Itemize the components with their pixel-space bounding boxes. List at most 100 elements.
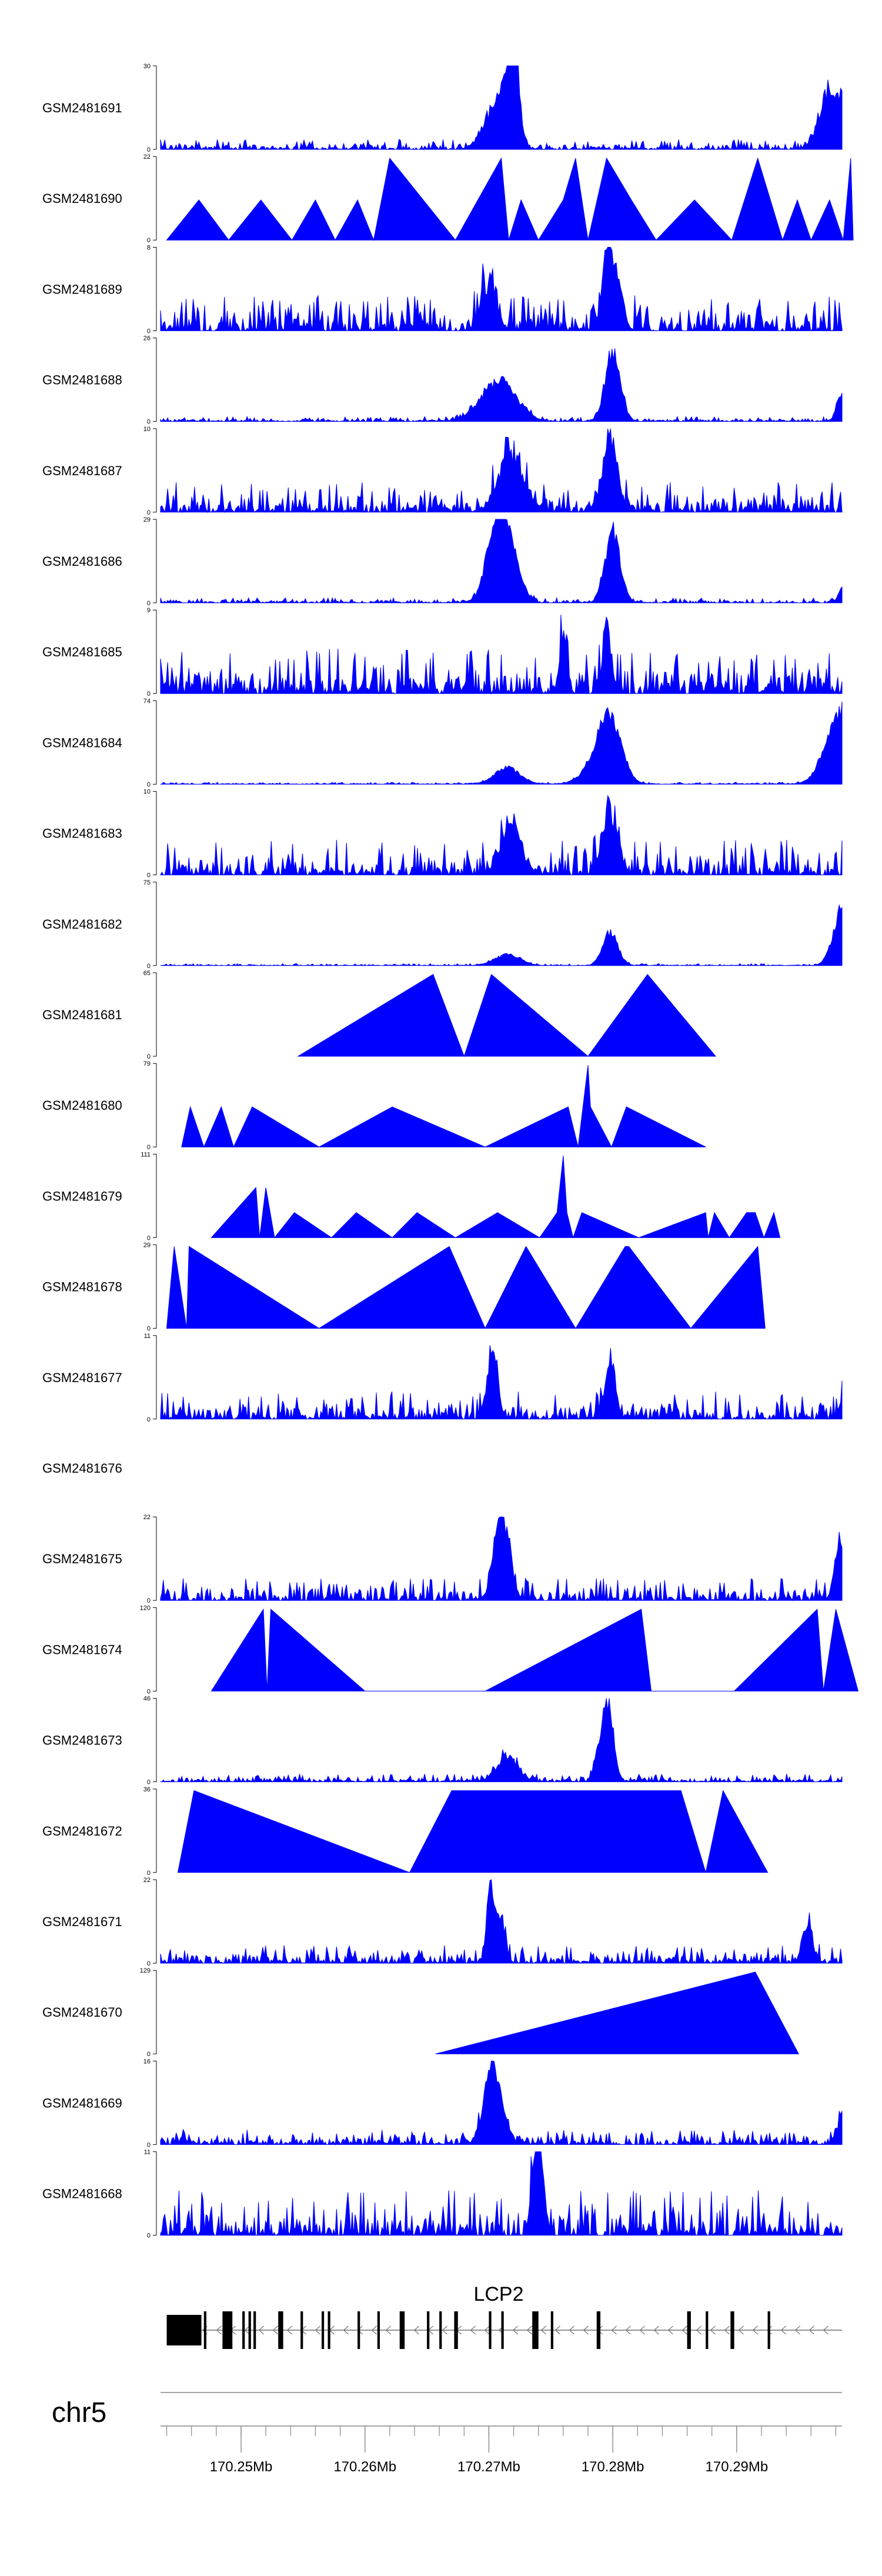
axis-tick-label: 170.25Mb <box>210 2459 273 2475</box>
coverage-area <box>181 1065 706 1148</box>
y-min-label: 0 <box>147 963 151 970</box>
track-GSM2481688: GSM2481688 26 0 <box>42 335 843 426</box>
track-GSM2481670: GSM2481670 129 0 <box>42 1967 800 2058</box>
strand-arrow <box>470 2325 476 2335</box>
y-max-label: 22 <box>143 154 151 161</box>
track-label: GSM2481691 <box>42 101 122 115</box>
exon <box>730 2311 734 2349</box>
exon <box>328 2311 330 2349</box>
y-max-label: 36 <box>143 1786 151 1793</box>
track-GSM2481669: GSM2481669 16 0 <box>42 2058 843 2148</box>
exon <box>550 2311 554 2349</box>
y-max-label: 9 <box>147 607 151 614</box>
track-label: GSM2481689 <box>42 282 122 296</box>
y-max-label: 30 <box>143 63 151 70</box>
coverage-area <box>211 1156 781 1239</box>
strand-arrow <box>343 2325 349 2335</box>
exon <box>532 2311 539 2349</box>
track-GSM2481673: GSM2481673 46 0 <box>42 1696 843 1786</box>
strand-arrow <box>526 2325 532 2335</box>
strand-arrow <box>371 2325 377 2335</box>
y-max-label: 22 <box>143 1514 151 1521</box>
axis-tick-label: 170.28Mb <box>582 2459 644 2475</box>
track-GSM2481678: GSM2481678 29 0 <box>42 1242 766 1333</box>
exon <box>321 2311 325 2349</box>
y-max-label: 79 <box>143 1060 151 1067</box>
strand-arrow <box>286 2325 292 2335</box>
exon <box>439 2311 442 2349</box>
y-min-label: 0 <box>147 1234 151 1242</box>
track-label: GSM2481674 <box>42 1642 122 1657</box>
y-max-label: 11 <box>144 1333 151 1340</box>
exon <box>203 2311 206 2349</box>
exon <box>596 2311 601 2349</box>
track-label: GSM2481681 <box>42 1007 122 1022</box>
track-label: GSM2481680 <box>42 1098 122 1113</box>
track-GSM2481687: GSM2481687 10 0 <box>42 426 843 516</box>
exon <box>222 2311 233 2349</box>
track-label: GSM2481682 <box>42 917 122 932</box>
track-label: GSM2481668 <box>42 2187 122 2201</box>
track-label: GSM2481688 <box>42 373 122 388</box>
y-min-label: 0 <box>147 2141 151 2148</box>
strand-arrow <box>738 2325 744 2335</box>
track-GSM2481679: GSM2481679 111 0 <box>42 1151 781 1242</box>
y-max-label: 10 <box>143 426 151 433</box>
exon <box>427 2311 430 2349</box>
track-GSM2481689: GSM2481689 8 0 <box>42 244 843 335</box>
exon <box>489 2311 492 2349</box>
y-min-label: 0 <box>147 690 151 698</box>
strand-arrow <box>823 2325 828 2335</box>
coverage-area <box>160 348 843 422</box>
strand-arrow <box>681 2325 687 2335</box>
exon <box>242 2311 245 2349</box>
exon <box>377 2311 380 2349</box>
strand-arrow <box>696 2325 701 2335</box>
coverage-area <box>160 519 843 604</box>
exon <box>166 2315 202 2345</box>
y-max-label: 111 <box>141 1151 151 1158</box>
coverage-area <box>160 701 843 785</box>
strand-arrow <box>554 2325 560 2335</box>
y-max-label: 74 <box>143 698 151 705</box>
exon <box>767 2311 770 2349</box>
gene-name-label: LCP2 <box>473 2283 523 2305</box>
y-max-label: 46 <box>143 1696 151 1703</box>
y-max-label: 16 <box>143 2058 151 2065</box>
track-label: GSM2481686 <box>42 554 122 569</box>
track-GSM2481682: GSM2481682 75 0 <box>42 879 843 970</box>
track-GSM2481675: GSM2481675 22 0 <box>42 1514 843 1604</box>
track-GSM2481668: GSM2481668 11 0 <box>42 2149 843 2240</box>
y-max-label: 129 <box>140 1967 151 1974</box>
exon <box>706 2311 709 2349</box>
y-min-label: 0 <box>147 509 151 516</box>
track-GSM2481684: GSM2481684 74 0 <box>42 698 843 788</box>
track-label: GSM2481669 <box>42 2095 122 2110</box>
strand-arrow <box>258 2325 264 2335</box>
exon <box>454 2311 458 2349</box>
coverage-area <box>177 1790 769 1873</box>
track-label: GSM2481687 <box>42 463 122 478</box>
y-max-label: 11 <box>144 2149 151 2156</box>
coverage-area <box>160 904 843 966</box>
y-min-label: 0 <box>147 1416 151 1423</box>
coverage-area <box>211 1608 859 1691</box>
tracks-panel: GSM2481691300GSM2481690220GSM248168980GS… <box>42 63 859 2240</box>
coverage-area <box>160 65 843 151</box>
strand-arrow <box>569 2325 574 2335</box>
strand-arrow <box>667 2325 673 2335</box>
track-GSM2481690: GSM2481690 22 0 <box>42 154 854 244</box>
track-GSM2481676: GSM2481676 <box>42 1461 122 1476</box>
strand-arrow <box>752 2325 758 2335</box>
y-min-label: 0 <box>147 2051 151 2058</box>
axis-tick-label: 170.27Mb <box>457 2459 520 2475</box>
track-label: GSM2481676 <box>42 1461 122 1476</box>
y-min-label: 0 <box>147 1870 151 1877</box>
track-label: GSM2481670 <box>42 2005 122 2020</box>
y-min-label: 0 <box>147 872 151 879</box>
genome-axis: chr5 170.25Mb 170.26Mb 170.27Mb 170.28Mb 170… <box>52 2392 842 2475</box>
y-min-label: 0 <box>147 419 151 426</box>
strand-arrow <box>780 2325 786 2335</box>
track-GSM2481677: GSM2481677 11 0 <box>42 1333 843 1423</box>
track-label: GSM2481672 <box>42 1824 122 1838</box>
